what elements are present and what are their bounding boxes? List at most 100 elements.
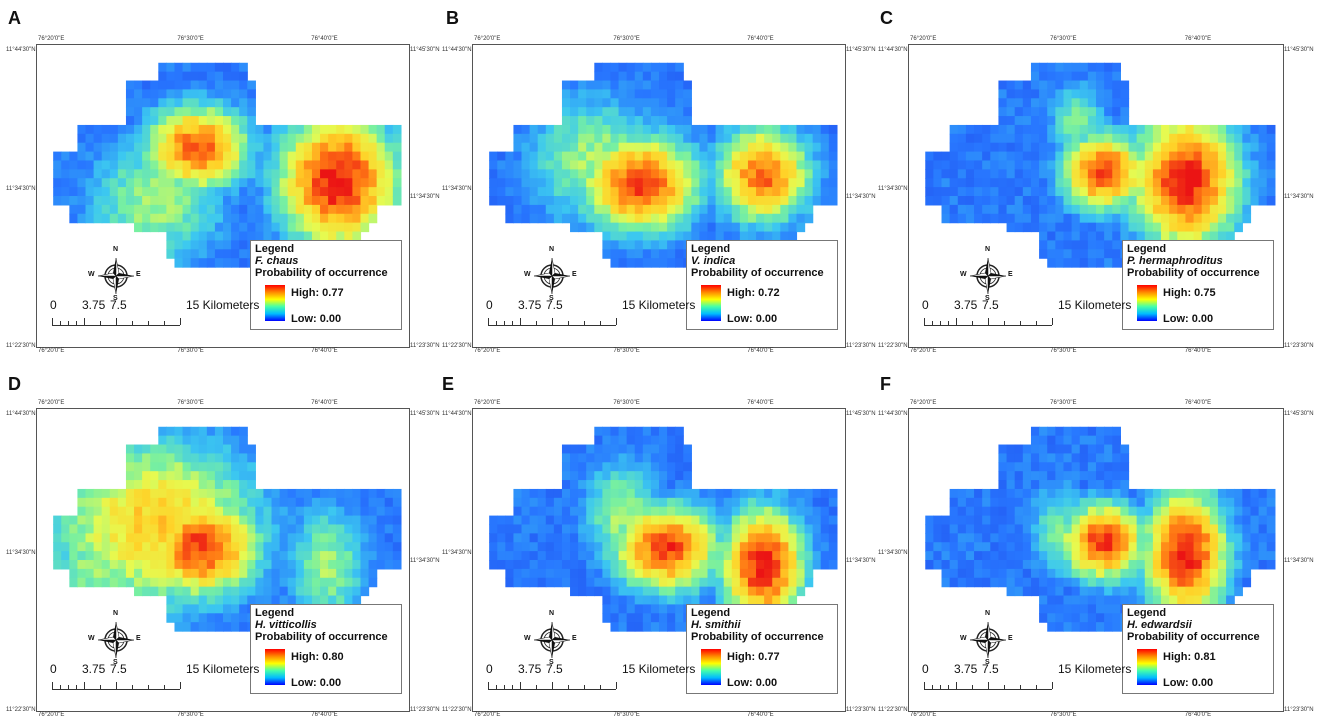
raster-cell <box>1014 89 1024 99</box>
raster-cell <box>214 435 224 446</box>
raster-cell <box>715 497 725 508</box>
raster-cell <box>764 204 773 215</box>
raster-cell <box>295 204 305 215</box>
raster-cell <box>1063 249 1073 259</box>
raster-cell <box>675 533 684 543</box>
raster-cell <box>529 142 539 153</box>
raster-cell <box>788 551 798 561</box>
raster-cell <box>182 240 192 250</box>
raster-cell <box>626 187 636 197</box>
raster-cell <box>747 586 757 597</box>
raster-cell <box>982 124 991 135</box>
raster-cell <box>1217 178 1227 188</box>
raster-cell <box>764 488 773 499</box>
raster-cell <box>602 187 612 197</box>
longitude-label-top: 76°30'0"E <box>177 400 204 406</box>
raster-cell <box>223 204 232 215</box>
raster-cell <box>626 506 636 517</box>
raster-cell <box>255 231 265 242</box>
raster-cell <box>360 560 370 570</box>
raster-cell <box>150 586 159 597</box>
scale-tick <box>600 685 601 689</box>
raster-cell <box>182 613 192 623</box>
raster-cell <box>659 551 668 561</box>
raster-cell <box>61 196 70 206</box>
raster-cell <box>1096 480 1105 490</box>
raster-cell <box>1169 551 1178 561</box>
raster-cell <box>610 222 620 233</box>
compass-e: E <box>572 635 577 642</box>
raster-cell <box>320 551 329 561</box>
raster-cell <box>206 213 216 224</box>
raster-cell <box>812 497 822 508</box>
raster-cell <box>626 622 636 632</box>
raster-cell <box>513 133 523 144</box>
raster-cell <box>85 524 95 534</box>
raster-cell <box>659 169 668 179</box>
raster-cell <box>1177 524 1187 534</box>
raster-cell <box>320 497 329 508</box>
raster-cell <box>529 187 539 197</box>
raster-cell <box>578 98 587 108</box>
raster-cell <box>182 71 192 82</box>
raster-cell <box>1177 204 1187 215</box>
raster-cell <box>545 160 555 170</box>
raster-cell <box>586 169 595 179</box>
raster-cell <box>626 453 636 463</box>
raster-cell <box>239 435 248 446</box>
raster-cell <box>223 497 232 508</box>
raster-cell <box>756 533 765 543</box>
raster-cell <box>1022 89 1032 99</box>
raster-cell <box>1104 435 1113 446</box>
raster-cell <box>69 169 79 179</box>
raster-cell <box>602 462 612 472</box>
raster-cell <box>683 107 692 117</box>
raster-cell <box>667 613 676 623</box>
raster-cell <box>828 187 838 197</box>
raster-cell <box>1152 506 1162 517</box>
raster-cell <box>691 213 701 224</box>
raster-cell <box>715 187 725 197</box>
raster-cell <box>626 586 636 597</box>
raster-cell <box>780 506 789 517</box>
raster-cell <box>336 160 345 170</box>
raster-cell <box>650 444 660 455</box>
raster-cell <box>1063 506 1073 517</box>
raster-cell <box>303 524 313 534</box>
scale-tick <box>1004 685 1005 689</box>
raster-cell <box>1193 222 1203 233</box>
legend-probability-label: Probability of occurrence <box>691 267 824 279</box>
raster-cell <box>1096 426 1105 437</box>
raster-cell <box>93 178 103 188</box>
raster-cell <box>368 506 378 517</box>
raster-cell <box>93 542 103 552</box>
raster-cell <box>1128 124 1138 135</box>
raster-cell <box>578 142 587 153</box>
raster-cell <box>1161 231 1170 242</box>
raster-cell <box>957 187 967 197</box>
raster-cell <box>1063 462 1073 472</box>
raster-cell <box>1071 187 1081 197</box>
raster-cell <box>1250 169 1260 179</box>
raster-cell <box>360 142 370 153</box>
raster-cell <box>53 151 62 162</box>
raster-cell <box>489 178 498 188</box>
raster-cell <box>158 98 167 108</box>
raster-cell <box>158 542 167 552</box>
raster-cell <box>667 551 676 561</box>
scale-tick <box>948 685 949 689</box>
raster-cell <box>1152 542 1162 552</box>
raster-cell <box>117 524 127 534</box>
raster-cell <box>723 142 733 153</box>
raster-cell <box>174 169 184 179</box>
raster-cell <box>1144 231 1154 242</box>
raster-cell <box>521 151 531 162</box>
compass-s: S <box>985 295 990 302</box>
raster-cell <box>513 213 523 224</box>
raster-cell <box>1169 196 1178 206</box>
raster-cell <box>231 187 240 197</box>
raster-cell <box>949 497 959 508</box>
raster-cell <box>965 169 975 179</box>
raster-cell <box>158 462 167 472</box>
raster-cell <box>166 249 176 259</box>
